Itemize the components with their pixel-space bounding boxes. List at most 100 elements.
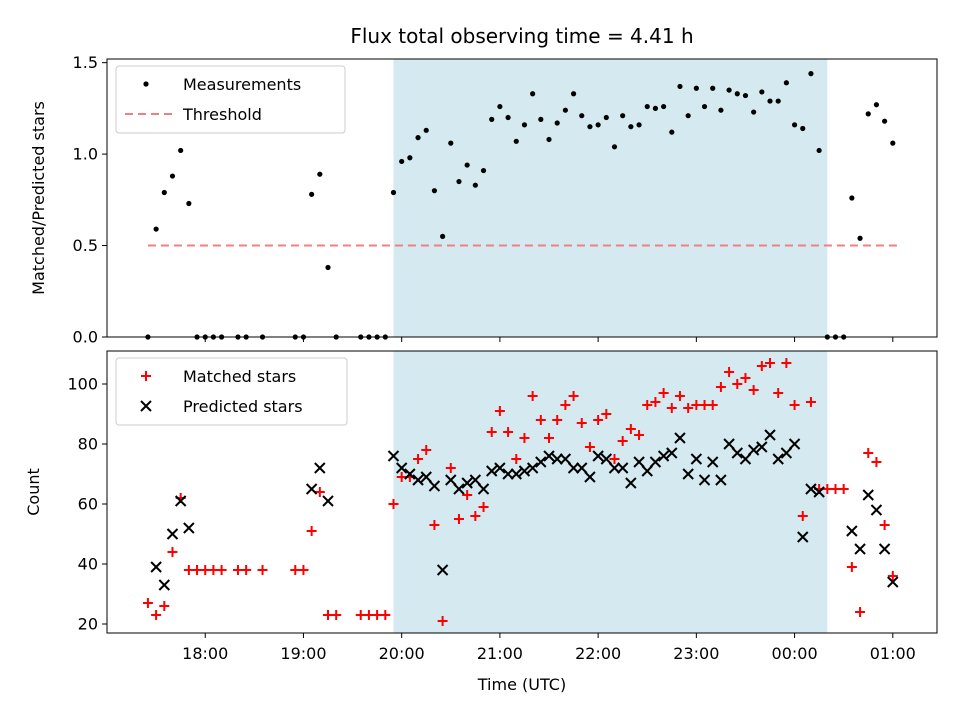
matched-point [617, 436, 628, 446]
measurement-point [562, 107, 568, 113]
matched-point [748, 385, 759, 395]
predicted-point [813, 486, 825, 498]
measurement-point [751, 109, 757, 115]
predicted-point [387, 450, 400, 462]
predicted-point [592, 450, 604, 462]
matched-point [601, 409, 612, 419]
matched-point [683, 403, 694, 413]
measurement-point [489, 116, 495, 122]
measurement-point [611, 144, 618, 150]
predicted-point [322, 495, 334, 507]
x-tick-label: 18:00 [182, 644, 228, 663]
legend-matched-key [141, 371, 151, 381]
predicted-point [616, 462, 629, 474]
x-tick-label: 00:00 [772, 644, 818, 663]
measurement-point [538, 116, 544, 122]
measurement-point [644, 103, 650, 110]
top-legend: Measurements Threshold [115, 65, 346, 134]
measurement-point [685, 113, 691, 119]
measurement-point [554, 120, 560, 126]
matched-point [724, 367, 735, 377]
predicted-point [486, 465, 498, 477]
bottom-legend-box [115, 357, 348, 426]
top-axes-frame [106, 58, 938, 338]
predicted-point [870, 504, 883, 516]
measurement-point [718, 107, 724, 113]
matched-point [453, 514, 464, 524]
top-y-tick-label: 1.0 [73, 145, 98, 164]
measurement-point [669, 129, 675, 135]
matched-point [151, 610, 162, 620]
predicted-point [731, 447, 743, 459]
matched-point [732, 379, 743, 389]
predicted-point [567, 462, 580, 474]
predicted-point [657, 450, 670, 462]
measurement-point [636, 122, 642, 128]
predicted-point [150, 561, 162, 573]
matched-point [306, 526, 317, 536]
top-y-tick-label: 0.0 [73, 328, 98, 347]
matched-point [863, 448, 874, 458]
matched-point [855, 607, 866, 617]
matched-point [486, 427, 497, 437]
matched-point [634, 430, 645, 440]
measurement-point [407, 155, 413, 161]
matched-point [437, 616, 448, 626]
measurement-point [579, 113, 585, 119]
predicted-point [526, 462, 539, 474]
top-panel: 0.0 0.5 1.0 1.5 Matched/Predicted stars Measu… [29, 53, 938, 347]
matched-point [560, 400, 571, 410]
legend-label: Measurements [183, 75, 301, 94]
predicted-point [535, 456, 547, 468]
predicted-point [854, 543, 866, 555]
measurement-point [710, 85, 716, 91]
matched-point [298, 565, 309, 575]
bottom-series-1 [150, 429, 899, 591]
matched-point [846, 562, 857, 572]
bottom-y-tick-label: 20 [78, 615, 98, 634]
matched-point [519, 433, 530, 443]
matched-point [494, 406, 505, 416]
predicted-point [739, 453, 752, 465]
measurement-point [849, 195, 855, 201]
predicted-point [747, 444, 760, 456]
measurement-point [440, 233, 446, 240]
measurement-point [701, 103, 708, 110]
predicted-point [395, 462, 408, 474]
predicted-point [183, 522, 195, 534]
predicted-point [633, 456, 645, 468]
measurement-point [472, 182, 478, 188]
matched-point [142, 598, 153, 608]
measurement-point [595, 122, 601, 128]
matched-point [380, 610, 391, 620]
matched-point [257, 565, 268, 575]
matched-point [666, 403, 677, 413]
measurement-point [448, 140, 454, 146]
top-y-tick-label: 0.5 [73, 236, 98, 255]
measurement-point [890, 140, 896, 146]
predicted-point [698, 474, 711, 486]
matched-point [552, 415, 563, 425]
predicted-point [174, 495, 187, 507]
matched-point [625, 424, 636, 434]
matched-point [871, 457, 882, 467]
matched-point [241, 565, 252, 575]
measurement-point [677, 83, 683, 90]
x-tick-label: 21:00 [477, 644, 523, 663]
x-axis-label: Time (UTC) [477, 675, 566, 694]
measurement-point [652, 105, 659, 111]
predicted-point [502, 468, 514, 480]
predicted-point [641, 465, 653, 477]
predicted-point [461, 477, 473, 489]
predicted-point [723, 438, 735, 450]
predicted-point [551, 453, 563, 465]
matched-point [568, 391, 579, 401]
predicted-point [314, 462, 326, 474]
measurement-point [186, 200, 192, 207]
x-tick-label: 20:00 [379, 644, 425, 663]
bottom-y-tick-label: 60 [78, 495, 98, 514]
measurement-point [161, 189, 167, 196]
matched-point [838, 484, 849, 494]
predicted-point [543, 450, 555, 462]
measurement-point [726, 87, 732, 93]
